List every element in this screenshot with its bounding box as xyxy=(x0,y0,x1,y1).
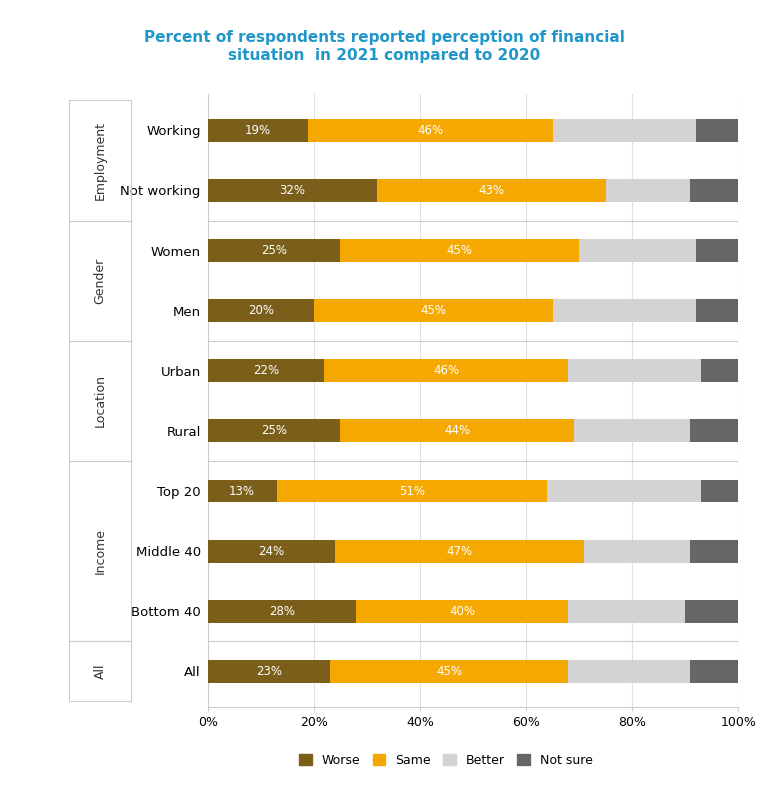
Bar xyxy=(691,540,738,563)
Text: 44%: 44% xyxy=(444,424,470,438)
Bar xyxy=(701,479,738,502)
Legend: Worse, Same, Better, Not sure: Worse, Same, Better, Not sure xyxy=(295,749,598,772)
Text: Income: Income xyxy=(94,528,106,574)
Bar xyxy=(208,600,356,623)
Text: 19%: 19% xyxy=(245,124,271,137)
Text: 13%: 13% xyxy=(229,484,255,498)
Bar xyxy=(69,101,131,221)
Text: 28%: 28% xyxy=(269,604,295,618)
Bar xyxy=(553,299,696,322)
Bar xyxy=(574,420,691,443)
Text: 22%: 22% xyxy=(253,364,279,377)
Bar xyxy=(691,660,738,683)
Bar xyxy=(330,660,568,683)
Text: 43%: 43% xyxy=(478,184,504,197)
Bar xyxy=(378,179,606,202)
Bar xyxy=(341,420,574,443)
Bar xyxy=(69,641,131,701)
Text: 45%: 45% xyxy=(436,665,462,678)
Text: 20%: 20% xyxy=(248,304,274,318)
Bar xyxy=(696,299,738,322)
Text: 25%: 25% xyxy=(261,424,287,438)
Bar xyxy=(208,119,308,141)
Bar xyxy=(553,119,696,141)
Text: Gender: Gender xyxy=(94,258,106,303)
Text: 47%: 47% xyxy=(447,545,473,557)
Text: 45%: 45% xyxy=(447,244,473,257)
Text: 25%: 25% xyxy=(261,244,287,257)
Bar xyxy=(696,239,738,262)
Bar xyxy=(69,461,131,641)
Text: 46%: 46% xyxy=(418,124,444,137)
Bar xyxy=(568,660,691,683)
Bar xyxy=(208,359,325,382)
Bar xyxy=(691,420,738,443)
Bar xyxy=(356,600,568,623)
Text: All: All xyxy=(94,663,106,679)
Text: Location: Location xyxy=(94,374,106,428)
Text: 46%: 46% xyxy=(434,364,459,377)
Bar xyxy=(308,119,553,141)
Bar xyxy=(325,359,568,382)
Bar xyxy=(208,299,314,322)
Bar xyxy=(69,341,131,461)
Text: 40%: 40% xyxy=(449,604,475,618)
Bar xyxy=(584,540,691,563)
Bar xyxy=(568,600,685,623)
Bar xyxy=(685,600,738,623)
Bar xyxy=(696,119,738,141)
Bar xyxy=(691,179,738,202)
Bar xyxy=(208,540,335,563)
Text: 45%: 45% xyxy=(420,304,446,318)
Bar xyxy=(548,479,701,502)
Bar xyxy=(579,239,696,262)
Bar xyxy=(568,359,701,382)
Bar xyxy=(208,239,341,262)
Text: 24%: 24% xyxy=(258,545,285,557)
Bar xyxy=(277,479,548,502)
Bar xyxy=(208,479,277,502)
Text: Percent of respondents reported perception of financial
situation  in 2021 compa: Percent of respondents reported percepti… xyxy=(144,31,625,63)
Text: 51%: 51% xyxy=(399,484,425,498)
Bar xyxy=(341,239,579,262)
Bar xyxy=(208,660,330,683)
Bar xyxy=(69,221,131,341)
Bar xyxy=(606,179,691,202)
Bar xyxy=(335,540,584,563)
Bar xyxy=(701,359,738,382)
Bar xyxy=(314,299,552,322)
Text: 32%: 32% xyxy=(279,184,305,197)
Bar xyxy=(208,420,341,443)
Bar xyxy=(208,179,378,202)
Text: 23%: 23% xyxy=(255,665,281,678)
Text: Employment: Employment xyxy=(94,121,106,200)
